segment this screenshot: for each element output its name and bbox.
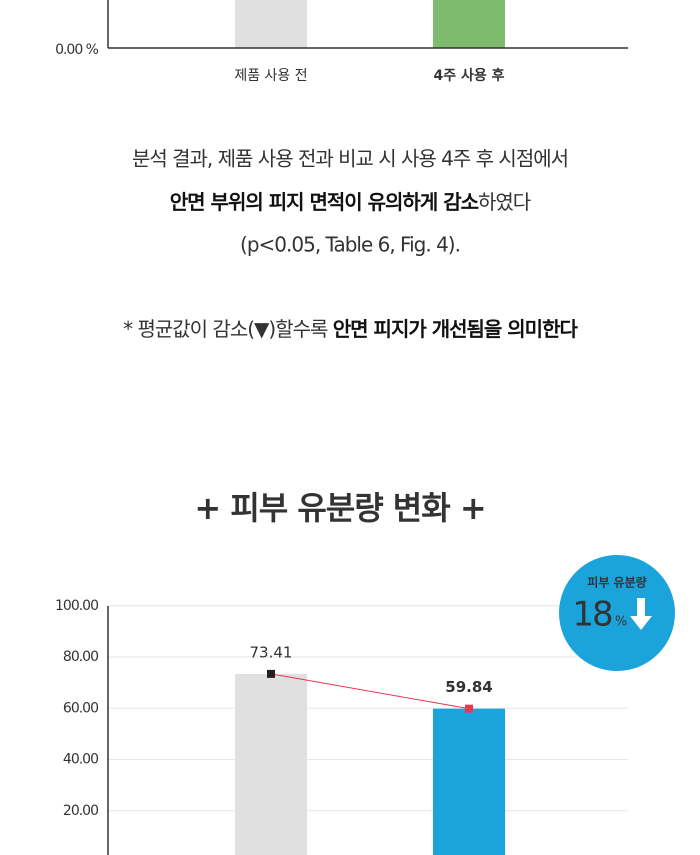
- trend-line: [270, 673, 470, 710]
- value-label: 73.41: [250, 643, 293, 661]
- paragraph-line: 안면 부위의 피지 면적이 유의하게 감소하였다: [170, 190, 531, 214]
- text: * 평균값이 감소(▼)할수록: [123, 317, 333, 341]
- down-arrow: [630, 598, 652, 630]
- badge: 피부 유분량 18%: [559, 555, 675, 671]
- x-tick-label: 4주 사용 후: [433, 68, 504, 84]
- y-tick-label: 60.00: [63, 700, 98, 716]
- x-tick-label: 제품 사용 전: [234, 68, 307, 84]
- value-label: 59.84: [445, 678, 492, 696]
- paragraph-line: 분석 결과, 제품 사용 전과 비교 시 사용 4주 후 시점에서: [132, 147, 568, 171]
- emphasis: 안면 피지가 개선됨을 의미한다: [333, 317, 579, 341]
- bar: [433, 708, 505, 855]
- badge-unit: %: [615, 615, 627, 630]
- y-tick-label: 20.00: [63, 803, 98, 819]
- emphasis: 안면 부위의 피지 면적이 유의하게 감소: [170, 190, 479, 214]
- marker: [465, 704, 473, 713]
- note: * 평균값이 감소(▼)할수록 안면 피지가 개선됨을 의미한다: [123, 317, 578, 341]
- badge-circle: [559, 555, 675, 671]
- bar-cropped: [433, 0, 505, 48]
- marker: [267, 669, 275, 678]
- chart-title: + 피부 유분량 변화 +: [194, 489, 485, 527]
- text: 하였다: [478, 190, 531, 214]
- badge-label: 피부 유분량: [587, 575, 646, 590]
- y-tick-label: 40.00: [63, 752, 98, 768]
- paragraph-line: (p<0.05, Table 6, Fig. 4).: [240, 233, 460, 257]
- y-tick-label: 100.00: [55, 598, 98, 614]
- badge-value: 18: [572, 595, 612, 635]
- y-tick-label: 80.00: [63, 649, 98, 665]
- y-tick-label: 0.00 %: [55, 42, 99, 58]
- bar: [235, 673, 307, 855]
- bar-cropped: [235, 0, 307, 48]
